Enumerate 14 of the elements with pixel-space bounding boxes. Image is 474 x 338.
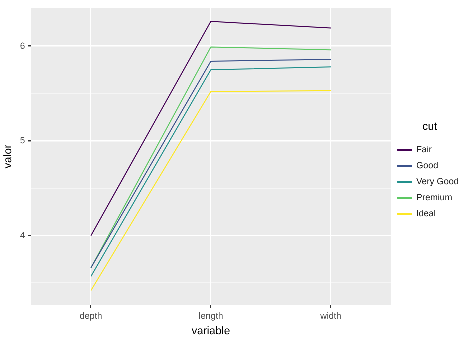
y-tick-label: 4 [20,230,26,240]
legend-label: Good [416,160,439,171]
x-tick-label: width [320,310,342,321]
legend-label: Very Good [416,176,460,187]
y-tick-label: 6 [20,40,26,51]
y-axis-title: valor [2,144,15,169]
legend-title: cut [422,120,438,133]
legend-label: Premium [416,192,452,203]
x-tick-label: length [198,310,224,321]
y-tick-label: 5 [20,136,26,146]
x-tick-label: depth [80,310,102,321]
legend-label: Ideal [416,208,436,219]
legend-label: Fair [416,144,432,155]
x-axis-title: variable [192,325,230,338]
